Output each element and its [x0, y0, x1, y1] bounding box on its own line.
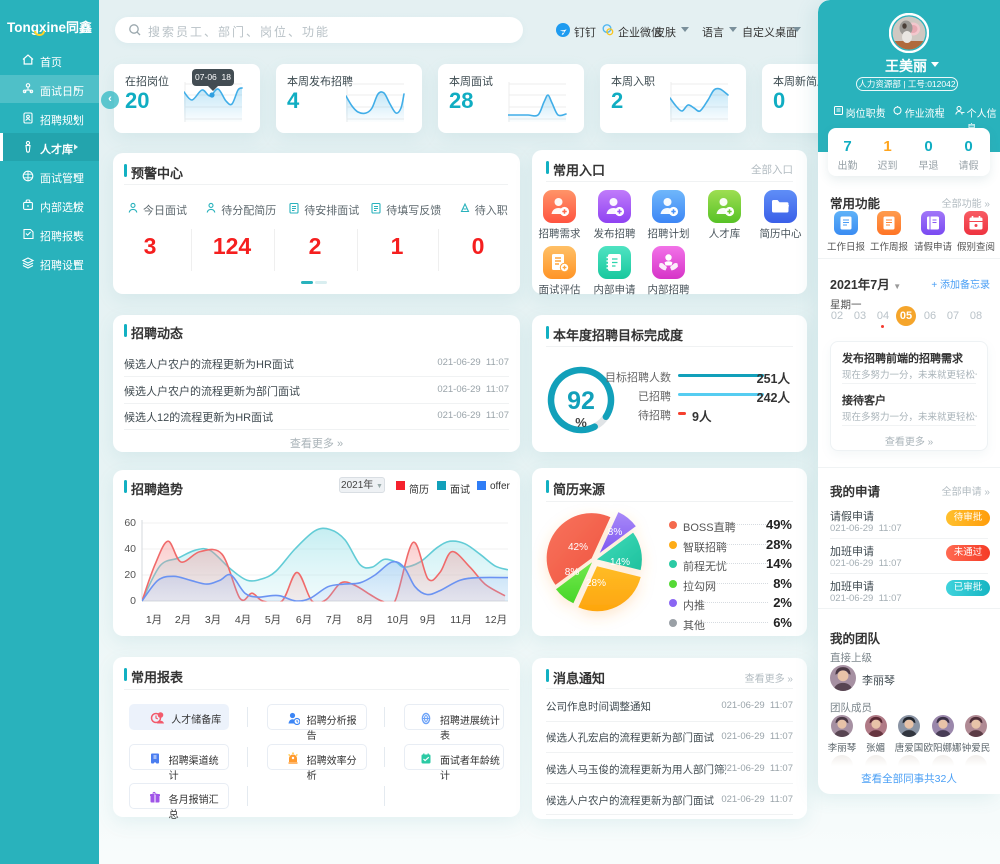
svg-text:14%: 14% — [610, 557, 630, 568]
svg-text:8%: 8% — [608, 527, 623, 538]
svg-text:8%: 8% — [565, 567, 580, 578]
svg-text:28%: 28% — [586, 578, 606, 589]
svg-text:42%: 42% — [568, 542, 588, 553]
